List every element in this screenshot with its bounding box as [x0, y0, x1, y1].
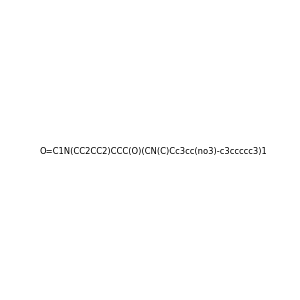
Text: O=C1N(CC2CC2)CCC(O)(CN(C)Cc3cc(no3)-c3ccccc3)1: O=C1N(CC2CC2)CCC(O)(CN(C)Cc3cc(no3)-c3cc…	[40, 147, 268, 156]
